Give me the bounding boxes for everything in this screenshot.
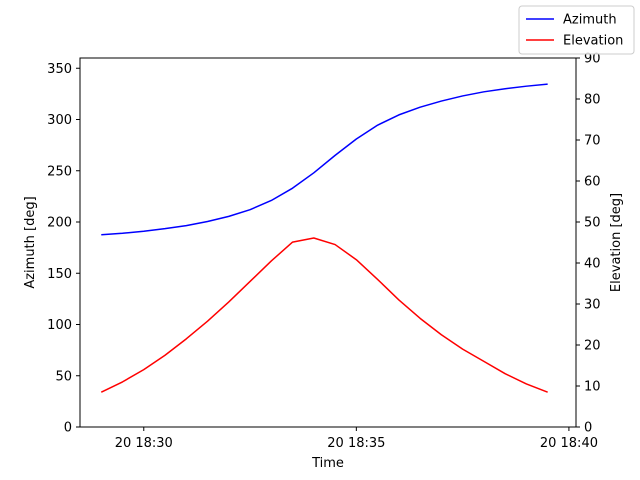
left-y-tick-label: 350 bbox=[47, 62, 72, 77]
left-y-tick-label: 100 bbox=[47, 318, 72, 333]
right-y-tick-label: 70 bbox=[584, 134, 601, 149]
series-line-elevation bbox=[100, 237, 548, 393]
left-y-tick-label: 200 bbox=[47, 216, 72, 231]
legend-box bbox=[518, 5, 635, 55]
left-y-tick-label: 50 bbox=[55, 369, 72, 384]
right-y-tick-label: 30 bbox=[584, 298, 601, 313]
right-y-tick-label: 90 bbox=[584, 52, 601, 67]
right-y-axis-label: Elevation [deg] bbox=[609, 193, 624, 292]
series-layer bbox=[100, 83, 548, 393]
right-y-tick-label: 20 bbox=[584, 339, 601, 354]
right-y-tick-label: 50 bbox=[584, 216, 601, 231]
x-tick-label: 20 18:40 bbox=[540, 436, 598, 451]
right-y-axis-ticks: 0 10 20 30 40 50 60 70 80 90 bbox=[576, 52, 601, 436]
legend-label: Azimuth bbox=[563, 13, 617, 28]
x-tick-label: 20 18:35 bbox=[327, 436, 385, 451]
x-tick-label: 20 18:30 bbox=[115, 436, 173, 451]
right-y-tick-label: 60 bbox=[584, 175, 601, 190]
legend-label: Elevation bbox=[563, 34, 623, 49]
left-y-axis-label: Azimuth [deg] bbox=[23, 196, 38, 288]
legend: Azimuth Elevation bbox=[518, 5, 635, 55]
left-y-tick-label: 0 bbox=[64, 421, 72, 436]
x-axis-ticks: 20 18:30 20 18:35 20 18:40 bbox=[115, 427, 598, 451]
left-y-tick-label: 150 bbox=[47, 267, 72, 282]
series-line-azimuth bbox=[101, 83, 548, 236]
right-y-tick-label: 80 bbox=[584, 93, 601, 108]
right-y-tick-label: 0 bbox=[584, 421, 592, 436]
right-y-tick-label: 10 bbox=[584, 380, 601, 395]
left-y-tick-label: 250 bbox=[47, 164, 72, 179]
x-axis-label: Time bbox=[311, 456, 344, 471]
left-y-tick-label: 300 bbox=[47, 113, 72, 128]
plot-frame bbox=[79, 57, 577, 428]
right-y-tick-label: 40 bbox=[584, 257, 601, 272]
left-y-axis-ticks: 0 50 100 150 200 250 300 350 bbox=[47, 62, 80, 436]
